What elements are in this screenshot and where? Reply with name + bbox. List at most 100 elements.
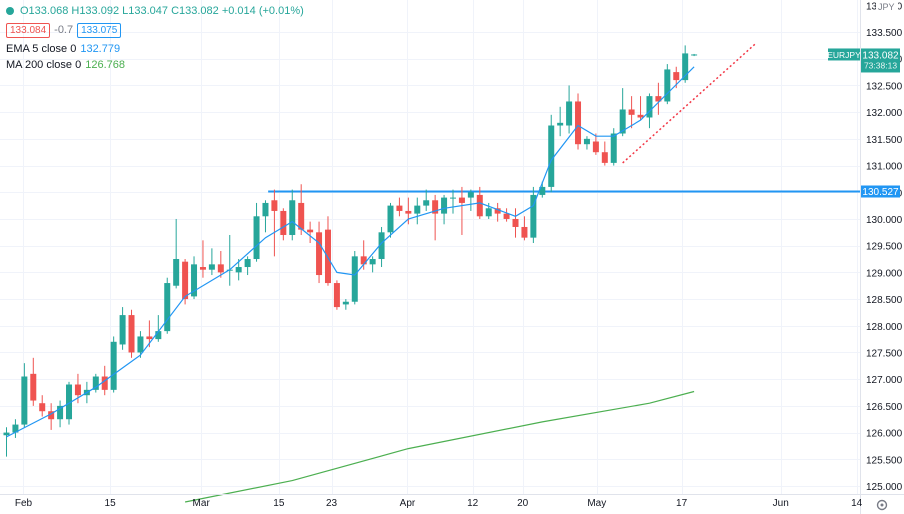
candle-body (74, 384, 81, 396)
candle-body (405, 210, 412, 214)
candle (575, 93, 582, 150)
candle (137, 331, 144, 358)
candle (48, 403, 55, 430)
candle (441, 194, 448, 225)
ema-legend-row[interactable]: EMA 5 close 0 132.779 (6, 41, 304, 57)
candle (655, 82, 662, 115)
candle-body (66, 384, 73, 420)
candle (592, 133, 599, 155)
candle-body (566, 101, 573, 126)
candle (450, 189, 456, 214)
candle (628, 96, 635, 129)
candle (342, 299, 349, 310)
candle (182, 259, 189, 305)
currency-label: JPY (878, 2, 895, 12)
candle (128, 309, 135, 358)
ma-label: MA 200 close 0 (6, 59, 82, 71)
time-tick-label: Feb (15, 498, 33, 509)
candle (664, 64, 671, 105)
candle (432, 194, 439, 241)
candle-body (191, 264, 198, 297)
time-tick-label: Apr (400, 498, 416, 509)
candle-body (199, 267, 206, 270)
candle (30, 357, 37, 406)
candle-body (164, 283, 171, 332)
price-tick-label: 128.000 (866, 322, 903, 333)
candle (217, 251, 224, 278)
ema5-line (6, 66, 695, 438)
candle (557, 106, 564, 137)
candle-body (691, 54, 698, 56)
price-tick-label: 133.500 (866, 28, 903, 39)
candle-body (575, 101, 582, 145)
candle (208, 248, 215, 276)
candle-body (628, 109, 635, 115)
candle-body (485, 208, 492, 217)
dotted-trend-line[interactable] (622, 42, 758, 164)
chart-legend: O133.068 H133.092 L133.047 C133.082 +0.0… (6, 3, 304, 73)
candle-body (57, 405, 64, 420)
candle-body (592, 141, 599, 153)
price-tick-label: 130.000 (866, 215, 903, 226)
candle-body (673, 72, 680, 81)
candle-body (360, 256, 367, 265)
settings-gear-icon[interactable] (876, 499, 888, 511)
candle (155, 315, 162, 342)
candle-body (101, 376, 108, 390)
buy-button[interactable]: 133.075 (77, 22, 122, 38)
ohlc-values: O133.068 H133.092 L133.047 C133.082 +0.0… (20, 5, 304, 17)
price-tick-label: 129.000 (866, 268, 903, 279)
time-tick-label: 17 (676, 498, 688, 509)
status-dot-icon (6, 7, 14, 15)
candle (262, 200, 269, 233)
candle-body (173, 259, 180, 286)
price-tick-label: 126.000 (866, 429, 903, 440)
candle (316, 221, 323, 284)
candle (173, 218, 180, 289)
ma200-path (184, 390, 695, 503)
candle (521, 216, 528, 241)
candle-body (557, 122, 564, 126)
candle-body (333, 283, 340, 308)
candle-body (476, 194, 483, 217)
time-tick-label: Jun (773, 498, 789, 509)
candle-body (601, 152, 608, 163)
candle (21, 363, 28, 428)
candle-body (262, 202, 269, 217)
candle (566, 85, 573, 134)
symbol-badge (828, 48, 860, 61)
candle-body (530, 194, 537, 238)
candle-body (494, 208, 501, 214)
candle (3, 427, 10, 457)
candle-body (414, 205, 421, 214)
price-tick-label: 131.000 (866, 162, 903, 173)
candle-body (298, 202, 305, 230)
sell-button[interactable]: 133.084 (6, 22, 51, 38)
candle-body (280, 210, 287, 235)
candle-body (512, 218, 519, 227)
last-price-label: 133.082 (862, 50, 899, 61)
candle (610, 128, 617, 166)
time-tick-label: Mar (193, 498, 211, 509)
price-tick-label: 127.000 (866, 375, 903, 386)
candle-body (655, 96, 662, 102)
candle-body (271, 200, 278, 211)
ma-legend-row[interactable]: MA 200 close 0 126.768 (6, 57, 304, 73)
candle-body (253, 216, 260, 260)
candle (307, 221, 314, 243)
candle (682, 45, 689, 83)
candle-body (682, 53, 689, 81)
candle-body (396, 205, 403, 211)
candle (619, 88, 626, 137)
candle-body (646, 96, 653, 118)
ema-value: 132.779 (80, 43, 121, 55)
candle (351, 251, 358, 305)
price-tick-label: 131.500 (866, 135, 903, 146)
candle (530, 186, 537, 243)
last-price-badge (861, 48, 900, 73)
countdown-label: 73:38:13 (864, 60, 897, 70)
ema-label: EMA 5 close 0 (6, 43, 77, 55)
candle-body (423, 200, 430, 206)
candle-body (208, 264, 215, 270)
